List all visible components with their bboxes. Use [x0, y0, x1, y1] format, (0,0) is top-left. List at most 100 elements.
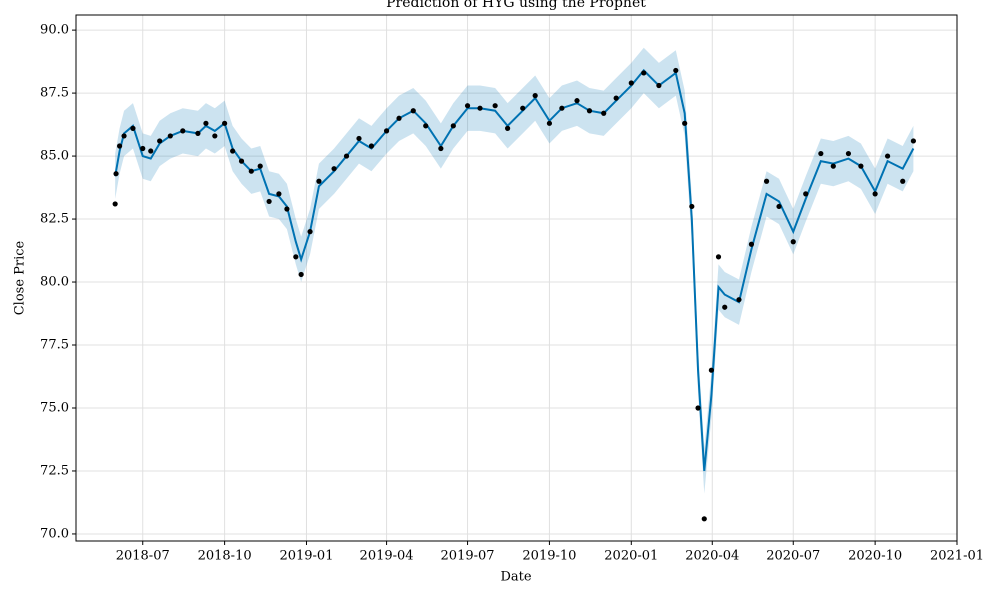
y-tick-label: 77.5 — [40, 338, 69, 353]
data-point — [776, 203, 782, 210]
data-point — [410, 108, 416, 114]
data-point — [559, 105, 565, 111]
data-point — [117, 143, 123, 149]
data-point — [331, 166, 337, 172]
x-tick-label: 2018-10 — [198, 549, 252, 564]
data-point — [307, 229, 313, 235]
x-tick-label: 2019-01 — [279, 549, 333, 564]
y-tick-label: 70.0 — [40, 526, 69, 541]
data-point — [689, 203, 695, 210]
uncertainty-band — [115, 47, 914, 494]
x-tick-label: 2019-04 — [360, 549, 414, 564]
data-point — [112, 201, 118, 207]
data-point — [113, 171, 119, 177]
data-point — [130, 125, 136, 131]
data-point — [148, 148, 154, 154]
data-point — [673, 67, 679, 74]
data-point — [790, 239, 796, 245]
data-point — [298, 271, 304, 278]
data-point — [492, 103, 498, 109]
data-point — [203, 120, 209, 126]
data-point — [818, 150, 824, 157]
data-point — [423, 123, 429, 129]
data-point — [695, 405, 701, 411]
data-point — [343, 153, 350, 159]
data-point — [613, 95, 619, 101]
data-point — [293, 254, 299, 260]
data-point — [368, 143, 375, 149]
data-point — [195, 130, 201, 137]
forecast-line — [114, 68, 915, 472]
data-point — [157, 138, 163, 144]
y-tick-label: 90.0 — [40, 23, 69, 38]
data-point — [520, 105, 526, 111]
data-point — [656, 82, 662, 89]
data-point — [884, 153, 891, 159]
data-point — [736, 297, 742, 303]
y-tick-label: 82.5 — [40, 212, 69, 227]
chart-title: Prediction of HYG using the Prophet — [386, 0, 646, 11]
data-point — [140, 145, 146, 152]
data-point — [546, 120, 553, 126]
data-point — [222, 120, 228, 126]
data-point — [858, 163, 864, 169]
data-point — [438, 145, 444, 152]
data-point — [722, 304, 728, 310]
data-point — [708, 367, 714, 373]
data-point — [845, 150, 852, 157]
x-tick-label: 2018-07 — [116, 549, 170, 564]
data-point — [803, 191, 809, 197]
data-point — [383, 128, 390, 134]
data-point — [900, 178, 906, 184]
data-point — [284, 206, 290, 212]
data-point — [316, 178, 322, 184]
data-point — [356, 135, 362, 142]
data-point — [910, 138, 916, 144]
x-tick-label: 2019-07 — [441, 549, 495, 564]
data-point — [505, 125, 511, 131]
data-point — [257, 163, 263, 169]
data-point — [266, 198, 272, 205]
x-tick-label: 2020-04 — [685, 549, 739, 564]
data-point — [574, 98, 580, 104]
data-point — [830, 163, 836, 169]
data-point — [180, 128, 186, 134]
data-point — [212, 133, 218, 139]
data-point — [715, 254, 722, 260]
data-point — [641, 70, 647, 76]
y-tick-label: 72.5 — [40, 463, 69, 478]
data-point — [477, 105, 483, 111]
data-point — [586, 108, 593, 114]
x-tick-label: 2020-07 — [766, 549, 820, 564]
data-point — [628, 80, 634, 86]
data-point — [763, 178, 770, 184]
y-tick-label: 85.0 — [40, 149, 69, 164]
x-tick-label: 2021-01 — [930, 549, 984, 564]
x-tick-label: 2019-10 — [522, 549, 576, 564]
data-point — [532, 93, 538, 99]
data-point — [396, 115, 402, 121]
data-point — [248, 168, 254, 174]
data-point — [167, 133, 173, 139]
data-point — [121, 133, 127, 139]
data-point — [872, 191, 878, 197]
data-point — [450, 123, 456, 129]
data-point — [601, 110, 607, 116]
data-point — [701, 516, 707, 522]
y-tick-label: 80.0 — [40, 275, 69, 290]
data-point — [748, 241, 755, 247]
y-tick-label: 75.0 — [40, 400, 69, 415]
data-point — [464, 103, 471, 109]
data-point — [682, 120, 688, 126]
data-point — [276, 191, 282, 197]
plot-frame — [75, 14, 958, 542]
x-tick-label: 2020-10 — [848, 549, 902, 564]
y-axis-label: Close Price — [13, 240, 28, 315]
y-tick-label: 87.5 — [40, 86, 69, 101]
data-point — [238, 158, 245, 164]
x-axis-label: Date — [500, 570, 531, 585]
x-tick-label: 2020-01 — [604, 549, 658, 564]
data-point — [230, 148, 236, 154]
